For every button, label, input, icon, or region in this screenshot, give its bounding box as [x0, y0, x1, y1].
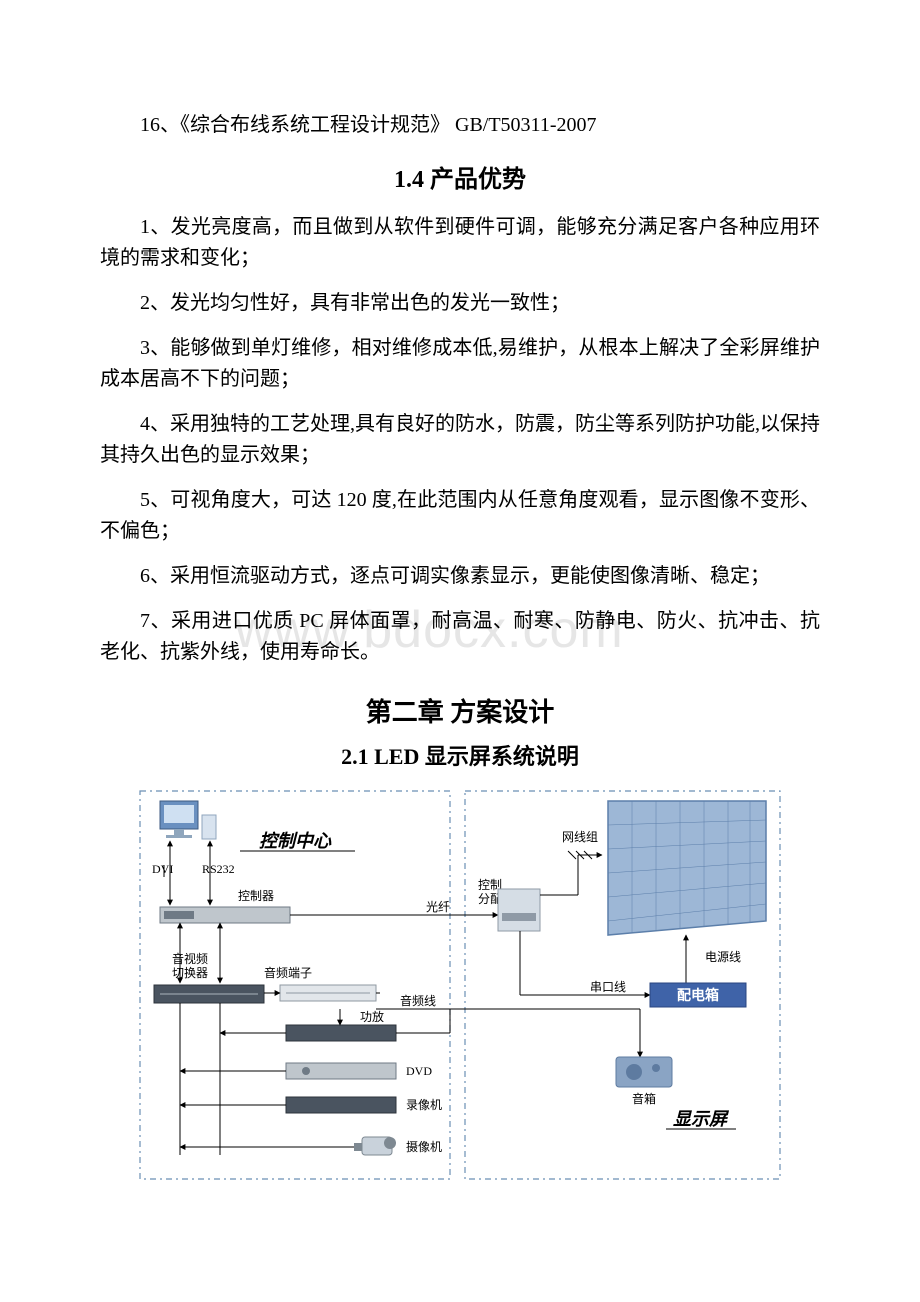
section-2.1-title: 2.1 LED 显示屏系统说明: [100, 739, 820, 771]
led-system-diagram: 控制中心 DVI RS232 控制器 音视频 切换器: [130, 785, 790, 1190]
recorder-label: 录像机: [406, 1098, 442, 1112]
pc-icon: [160, 801, 216, 839]
chapter-2-title: 第二章 方案设计: [100, 692, 820, 729]
line-16: 16、《综合布线系统工程设计规范》 GB/T50311-2007: [100, 110, 820, 141]
amp-label: 功放: [360, 1009, 384, 1024]
av-switch-label-2: 切换器: [172, 966, 208, 980]
speaker-label: 音箱: [632, 1091, 656, 1106]
led-panel: [608, 801, 766, 935]
camera-icon: [354, 1137, 396, 1155]
advantage-5: 5、可视角度大，可达 120 度,在此范围内从任意角度观看，显示图像不变形、不偏…: [100, 485, 820, 547]
advantage-1: 1、发光亮度高，而且做到从软件到硬件可调，能够充分满足客户各种应用环境的需求和变…: [100, 212, 820, 274]
rs232-label: RS232: [202, 862, 235, 876]
section-1.4-title: 1.4 产品优势: [100, 159, 820, 194]
audio-line-label: 音频线: [400, 993, 436, 1008]
control-center-label: 控制中心: [259, 831, 332, 851]
netcable-label: 网线组: [562, 830, 598, 844]
serial-label: 串口线: [590, 980, 626, 994]
display-screen-label: 显示屏: [673, 1109, 730, 1129]
av-switch-label-1: 音视频: [172, 951, 208, 966]
advantage-2: 2、发光均匀性好，具有非常出色的发光一致性；: [100, 288, 820, 319]
controller-label: 控制器: [238, 889, 274, 903]
advantage-3: 3、能够做到单灯维修，相对维修成本低,易维护，从根本上解决了全彩屏维护成本居高不…: [100, 333, 820, 395]
advantage-4: 4、采用独特的工艺处理,具有良好的防水，防震，防尘等系列防护功能,以保持其持久出…: [100, 409, 820, 471]
power-line-label: 电源线: [705, 950, 741, 964]
advantage-7: 7、采用进口优质 PC 屏体面罩，耐高温、耐寒、防静电、防火、抗冲击、抗老化、抗…: [100, 606, 820, 668]
recorder-device: [286, 1097, 396, 1113]
speaker-device: [616, 1057, 672, 1087]
advantage-6: 6、采用恒流驱动方式，逐点可调实像素显示，更能使图像清晰、稳定；: [100, 561, 820, 592]
ctrl-dist-device: [498, 889, 540, 931]
camera-label: 摄像机: [406, 1139, 442, 1154]
dvd-label: DVD: [406, 1064, 432, 1078]
pdb-label: 配电箱: [677, 987, 719, 1004]
fiber-label: 光纤: [426, 900, 450, 914]
audio-terminal-label: 音频端子: [264, 965, 312, 980]
amp-device: [286, 1025, 396, 1041]
